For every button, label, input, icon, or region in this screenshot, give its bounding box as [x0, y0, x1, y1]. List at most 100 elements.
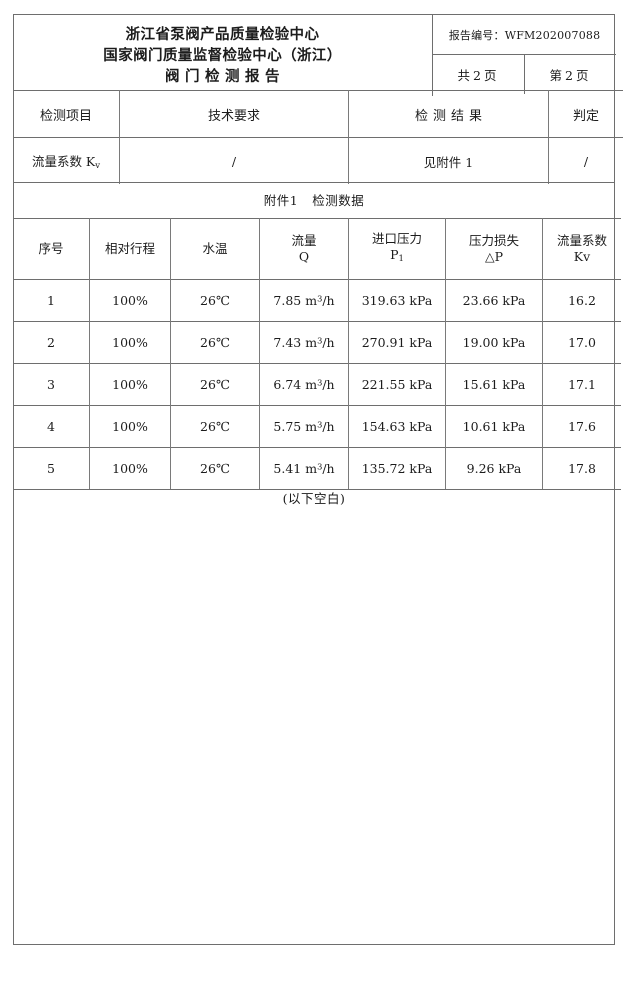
flow-value: 7.85	[273, 293, 302, 308]
measurement-data-table: 序号 相对行程 水温 流量 Q 进口压力 P1 压力损失 △P 流量系数	[13, 218, 621, 490]
cell-flow: 5.41 m3/h	[259, 447, 349, 490]
cell-result: 见附件 1	[348, 137, 549, 184]
table-row: 1 100% 26℃ 7.85 m3/h 319.63 kPa 23.66 kP…	[13, 279, 621, 322]
col-header-inlet-pressure: 进口压力 P1	[348, 218, 446, 280]
flow-unit-exponent: 3	[317, 293, 323, 304]
total-pages-label: 共	[457, 67, 474, 83]
cell-water-temp: 26℃	[170, 363, 260, 406]
inlet-pressure-symbol: P	[390, 247, 399, 263]
flow-value: 6.74	[273, 377, 302, 392]
cell-item-name: 流量系数 Kv	[13, 137, 120, 184]
col-header-verdict: 判定	[548, 90, 623, 138]
total-pages-unit: 页	[483, 67, 500, 83]
col-header-index-line1: 序号	[38, 241, 64, 256]
cell-flow-coefficient: 17.8	[542, 447, 621, 490]
flow-unit-base: m	[305, 419, 318, 434]
col-header-flow: 流量 Q	[259, 218, 349, 280]
inspection-result-table: 检测项目 技术要求 检测结果 判定 流量系数 Kv / 见附件 1 /	[13, 90, 623, 184]
cell-inlet-pressure: 221.55 kPa	[348, 363, 446, 406]
col-header-flow-line1: 流量	[291, 233, 317, 248]
cell-flow-coefficient: 16.2	[542, 279, 621, 322]
col-header-flow-line2: Q	[298, 249, 310, 264]
col-header-pressure-loss: 压力损失 △P	[445, 218, 543, 280]
cell-requirement: /	[119, 137, 349, 184]
total-pages-value: 2	[473, 67, 484, 83]
table-row: 4 100% 26℃ 5.75 m3/h 154.63 kPa 10.61 kP…	[13, 405, 621, 448]
attachment-caption-label: 附件1	[263, 193, 299, 208]
col-header-flow-coefficient: 流量系数 Kv	[542, 218, 621, 280]
attachment-caption-title: 检测数据	[312, 193, 365, 208]
flow-unit-tail: /h	[322, 419, 335, 434]
col-header-water-temp: 水温	[170, 218, 260, 280]
table-row: 2 100% 26℃ 7.43 m3/h 270.91 kPa 19.00 kP…	[13, 321, 621, 364]
flow-unit-exponent: 3	[317, 461, 323, 472]
current-page-label: 第	[549, 67, 566, 83]
item-name-subscript: v	[95, 160, 101, 171]
item-name-text: 流量系数 K	[31, 154, 96, 170]
cell-relative-travel: 100%	[89, 321, 171, 364]
flow-unit-exponent: 3	[317, 419, 323, 430]
cell-inlet-pressure: 319.63 kPa	[348, 279, 446, 322]
inlet-pressure-subscript: 1	[398, 253, 404, 264]
cell-water-temp: 26℃	[170, 405, 260, 448]
cell-water-temp: 26℃	[170, 447, 260, 490]
table-row: 流量系数 Kv / 见附件 1 /	[13, 137, 623, 184]
total-pages-cell: 共2页	[433, 54, 525, 94]
col-header-pressure-loss-line2: △P	[484, 249, 504, 264]
attachment-caption: 附件1 检测数据	[13, 182, 615, 218]
cell-water-temp: 26℃	[170, 279, 260, 322]
flow-unit-exponent: 3	[317, 335, 323, 346]
flow-value: 5.75	[273, 419, 302, 434]
col-header-requirement: 技术要求	[119, 90, 349, 138]
flow-unit-base: m	[305, 293, 318, 308]
report-number-value: WFM202007088	[504, 29, 601, 42]
flow-value: 7.43	[273, 335, 302, 350]
cell-index: 4	[13, 405, 90, 448]
header-titles: 浙江省泵阀产品质量检验中心 国家阀门质量监督检验中心（浙江） 阀门检测报告	[13, 14, 433, 96]
flow-unit-tail: /h	[322, 377, 335, 392]
cell-pressure-loss: 10.61 kPa	[445, 405, 543, 448]
report-number-label: 报告编号：	[448, 29, 505, 42]
cell-flow: 7.85 m3/h	[259, 279, 349, 322]
cell-flow-coefficient: 17.6	[542, 405, 621, 448]
flow-unit-exponent: 3	[317, 377, 323, 388]
cell-index: 3	[13, 363, 90, 406]
flow-value: 5.41	[273, 461, 302, 476]
cell-verdict: /	[548, 137, 623, 184]
cell-pressure-loss: 19.00 kPa	[445, 321, 543, 364]
report-number-cell: 报告编号：WFM202007088	[433, 16, 616, 55]
current-page-value: 2	[565, 67, 576, 83]
col-header-relative-travel: 相对行程	[89, 218, 171, 280]
cell-flow-coefficient: 17.1	[542, 363, 621, 406]
flow-unit-tail: /h	[322, 293, 335, 308]
cell-flow: 5.75 m3/h	[259, 405, 349, 448]
cell-flow: 6.74 m3/h	[259, 363, 349, 406]
table-row: 5 100% 26℃ 5.41 m3/h 135.72 kPa 9.26 kPa…	[13, 447, 621, 490]
cell-index: 5	[13, 447, 90, 490]
table-row: 3 100% 26℃ 6.74 m3/h 221.55 kPa 15.61 kP…	[13, 363, 621, 406]
cell-pressure-loss: 23.66 kPa	[445, 279, 543, 322]
cell-inlet-pressure: 270.91 kPa	[348, 321, 446, 364]
col-header-inlet-pressure-line1: 进口压力	[371, 231, 422, 247]
table-header-row: 检测项目 技术要求 检测结果 判定	[13, 90, 623, 138]
cell-pressure-loss: 15.61 kPa	[445, 363, 543, 406]
cell-index: 1	[13, 279, 90, 322]
flow-unit-tail: /h	[322, 335, 335, 350]
col-header-relative-travel-line1: 相对行程	[104, 241, 155, 256]
data-table-header-row: 序号 相对行程 水温 流量 Q 进口压力 P1 压力损失 △P 流量系数	[13, 218, 621, 280]
flow-unit-base: m	[305, 461, 318, 476]
document-title: 阀门检测报告	[165, 67, 285, 85]
cell-relative-travel: 100%	[89, 405, 171, 448]
cell-relative-travel: 100%	[89, 447, 171, 490]
cell-relative-travel: 100%	[89, 279, 171, 322]
col-header-index: 序号	[13, 218, 90, 280]
organization-name-secondary: 国家阀门质量监督检验中心（浙江）	[103, 46, 342, 64]
cell-pressure-loss: 9.26 kPa	[445, 447, 543, 490]
blank-below-note: (以下空白)	[282, 491, 346, 506]
col-header-item: 检测项目	[13, 90, 120, 138]
current-page-cell: 第2页	[525, 54, 617, 94]
cell-relative-travel: 100%	[89, 363, 171, 406]
cell-index: 2	[13, 321, 90, 364]
col-header-flow-coefficient-line1: 流量系数	[556, 233, 607, 248]
flow-unit-base: m	[305, 377, 318, 392]
